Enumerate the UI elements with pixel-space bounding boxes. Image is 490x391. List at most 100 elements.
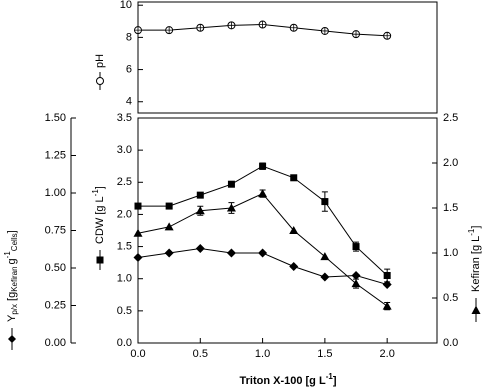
y-tick-label: 3.5 bbox=[117, 112, 132, 124]
y2-tick-label: 1.0 bbox=[443, 247, 458, 259]
cdw-legend: CDW [g L-1] bbox=[91, 186, 106, 270]
y3-tick-label: 1.50 bbox=[45, 112, 66, 124]
kefiran-point bbox=[133, 228, 143, 237]
y-tick-label: 8 bbox=[126, 31, 132, 43]
ypx-point bbox=[382, 280, 392, 289]
kefiran-point bbox=[289, 226, 299, 234]
y2-tick-label: 0.0 bbox=[443, 337, 458, 349]
marker-cross bbox=[321, 27, 329, 35]
y3-tick-label: 0.25 bbox=[45, 299, 66, 311]
marker-cross bbox=[227, 21, 235, 29]
kefiran-legend: Kefiran [g L-1] bbox=[467, 226, 482, 322]
title-part: [g bbox=[6, 292, 18, 301]
marker-cross bbox=[352, 30, 360, 38]
y2-tick-label: 1.5 bbox=[443, 202, 458, 214]
ypx-legend: Yp/x [gKefiran g-1Cells] bbox=[3, 230, 19, 350]
cdw-point bbox=[227, 180, 235, 188]
kefiran-point bbox=[258, 189, 268, 198]
cdw-point bbox=[259, 162, 267, 170]
y3-tick-label: 1.00 bbox=[45, 187, 66, 199]
x-tick-label: 2.0 bbox=[380, 348, 395, 360]
title-part: ] bbox=[6, 230, 18, 233]
marker-cross bbox=[383, 32, 391, 40]
x-tick-label: 1.0 bbox=[255, 348, 270, 360]
cdw-point bbox=[134, 202, 142, 210]
title-part: ] bbox=[333, 375, 337, 387]
ypx-point bbox=[289, 262, 299, 271]
y-tick-label: 4 bbox=[126, 96, 132, 108]
title-part: Triton X-100 [g L bbox=[240, 375, 326, 387]
y-tick-label: 6 bbox=[126, 63, 132, 75]
series-line bbox=[138, 165, 388, 276]
y-tick-label: 1.5 bbox=[117, 240, 132, 252]
legend-symbol bbox=[471, 305, 481, 314]
x-tick-label: 1.5 bbox=[317, 348, 332, 360]
y3-tick-label: 0.50 bbox=[45, 262, 66, 274]
y2-tick-label: 0.5 bbox=[443, 292, 458, 304]
kefiran-point bbox=[164, 222, 174, 231]
y-tick-label: 3.0 bbox=[117, 144, 132, 156]
marker-cross bbox=[134, 26, 142, 34]
ypx-point bbox=[195, 244, 205, 253]
ph-legend: pH bbox=[94, 54, 106, 90]
y3-tick-label: 0.75 bbox=[45, 224, 66, 236]
y-tick-label: 10 bbox=[120, 0, 132, 11]
title-sup: -1 bbox=[467, 228, 476, 236]
y-tick-label: 0.5 bbox=[117, 305, 132, 317]
y-axis-title: pH bbox=[94, 54, 106, 68]
title-part: g bbox=[6, 258, 18, 264]
y-axis-title: CDW [g L-1] bbox=[91, 186, 106, 244]
cdw-point bbox=[383, 272, 391, 279]
kefiran-point bbox=[320, 252, 330, 261]
y3-tick-label: 0.00 bbox=[45, 337, 66, 349]
cdw-point bbox=[165, 202, 173, 210]
y-tick-label: 2.0 bbox=[117, 208, 132, 220]
bottom-frame bbox=[137, 117, 438, 344]
cdw-point bbox=[196, 191, 204, 199]
y-axis-title: Yp/x [gKefiran g-1Cells] bbox=[3, 230, 19, 322]
top-frame bbox=[137, 1, 438, 114]
ypx-point bbox=[226, 248, 236, 258]
kefiran-point bbox=[195, 206, 205, 215]
x-tick-label: 0.5 bbox=[193, 348, 208, 360]
title-part: Y bbox=[6, 314, 18, 322]
kefiran-point bbox=[351, 279, 361, 288]
title-part: Kefiran [g L bbox=[470, 236, 482, 292]
y3-tick-label: 1.25 bbox=[45, 149, 66, 161]
marker-cross bbox=[259, 21, 267, 29]
marker-cross bbox=[196, 24, 204, 32]
cdw-point bbox=[352, 243, 360, 251]
title-sup: -1 bbox=[91, 189, 100, 197]
legend-symbol bbox=[8, 335, 16, 343]
y-tick-label: 0.0 bbox=[117, 337, 132, 349]
cdw-point bbox=[290, 174, 298, 182]
title-sub: Kefiran bbox=[10, 266, 19, 291]
title-part: ] bbox=[470, 226, 482, 229]
ypx-point bbox=[258, 248, 268, 258]
title-sub: p/x bbox=[10, 304, 19, 315]
cdw-point bbox=[321, 198, 329, 206]
y2-tick-label: 2.0 bbox=[443, 157, 458, 169]
x-tick-label: 0.0 bbox=[130, 348, 145, 360]
kefiran-point bbox=[226, 203, 236, 212]
title-sub: Cells bbox=[10, 233, 19, 251]
ypx-point bbox=[164, 248, 174, 258]
y2-axis-title: Kefiran [g L-1] bbox=[467, 226, 482, 292]
y-tick-label: 1.0 bbox=[117, 273, 132, 285]
ypx-point bbox=[320, 272, 330, 282]
ypx-point bbox=[133, 253, 143, 262]
kefiran-point bbox=[382, 301, 392, 310]
title-sup: -1 bbox=[3, 251, 12, 259]
y-tick-label: 2.5 bbox=[117, 176, 132, 188]
marker-cross bbox=[165, 26, 173, 34]
title-part: ] bbox=[94, 186, 106, 189]
marker-cross bbox=[290, 24, 298, 32]
title-sup: -1 bbox=[326, 372, 334, 381]
legend-symbol bbox=[96, 256, 104, 264]
y2-tick-label: 2.5 bbox=[443, 112, 458, 124]
title-part: CDW [g L bbox=[94, 196, 106, 244]
x-axis-title: Triton X-100 [g L-1] bbox=[240, 372, 337, 387]
legend-symbol bbox=[96, 77, 104, 85]
